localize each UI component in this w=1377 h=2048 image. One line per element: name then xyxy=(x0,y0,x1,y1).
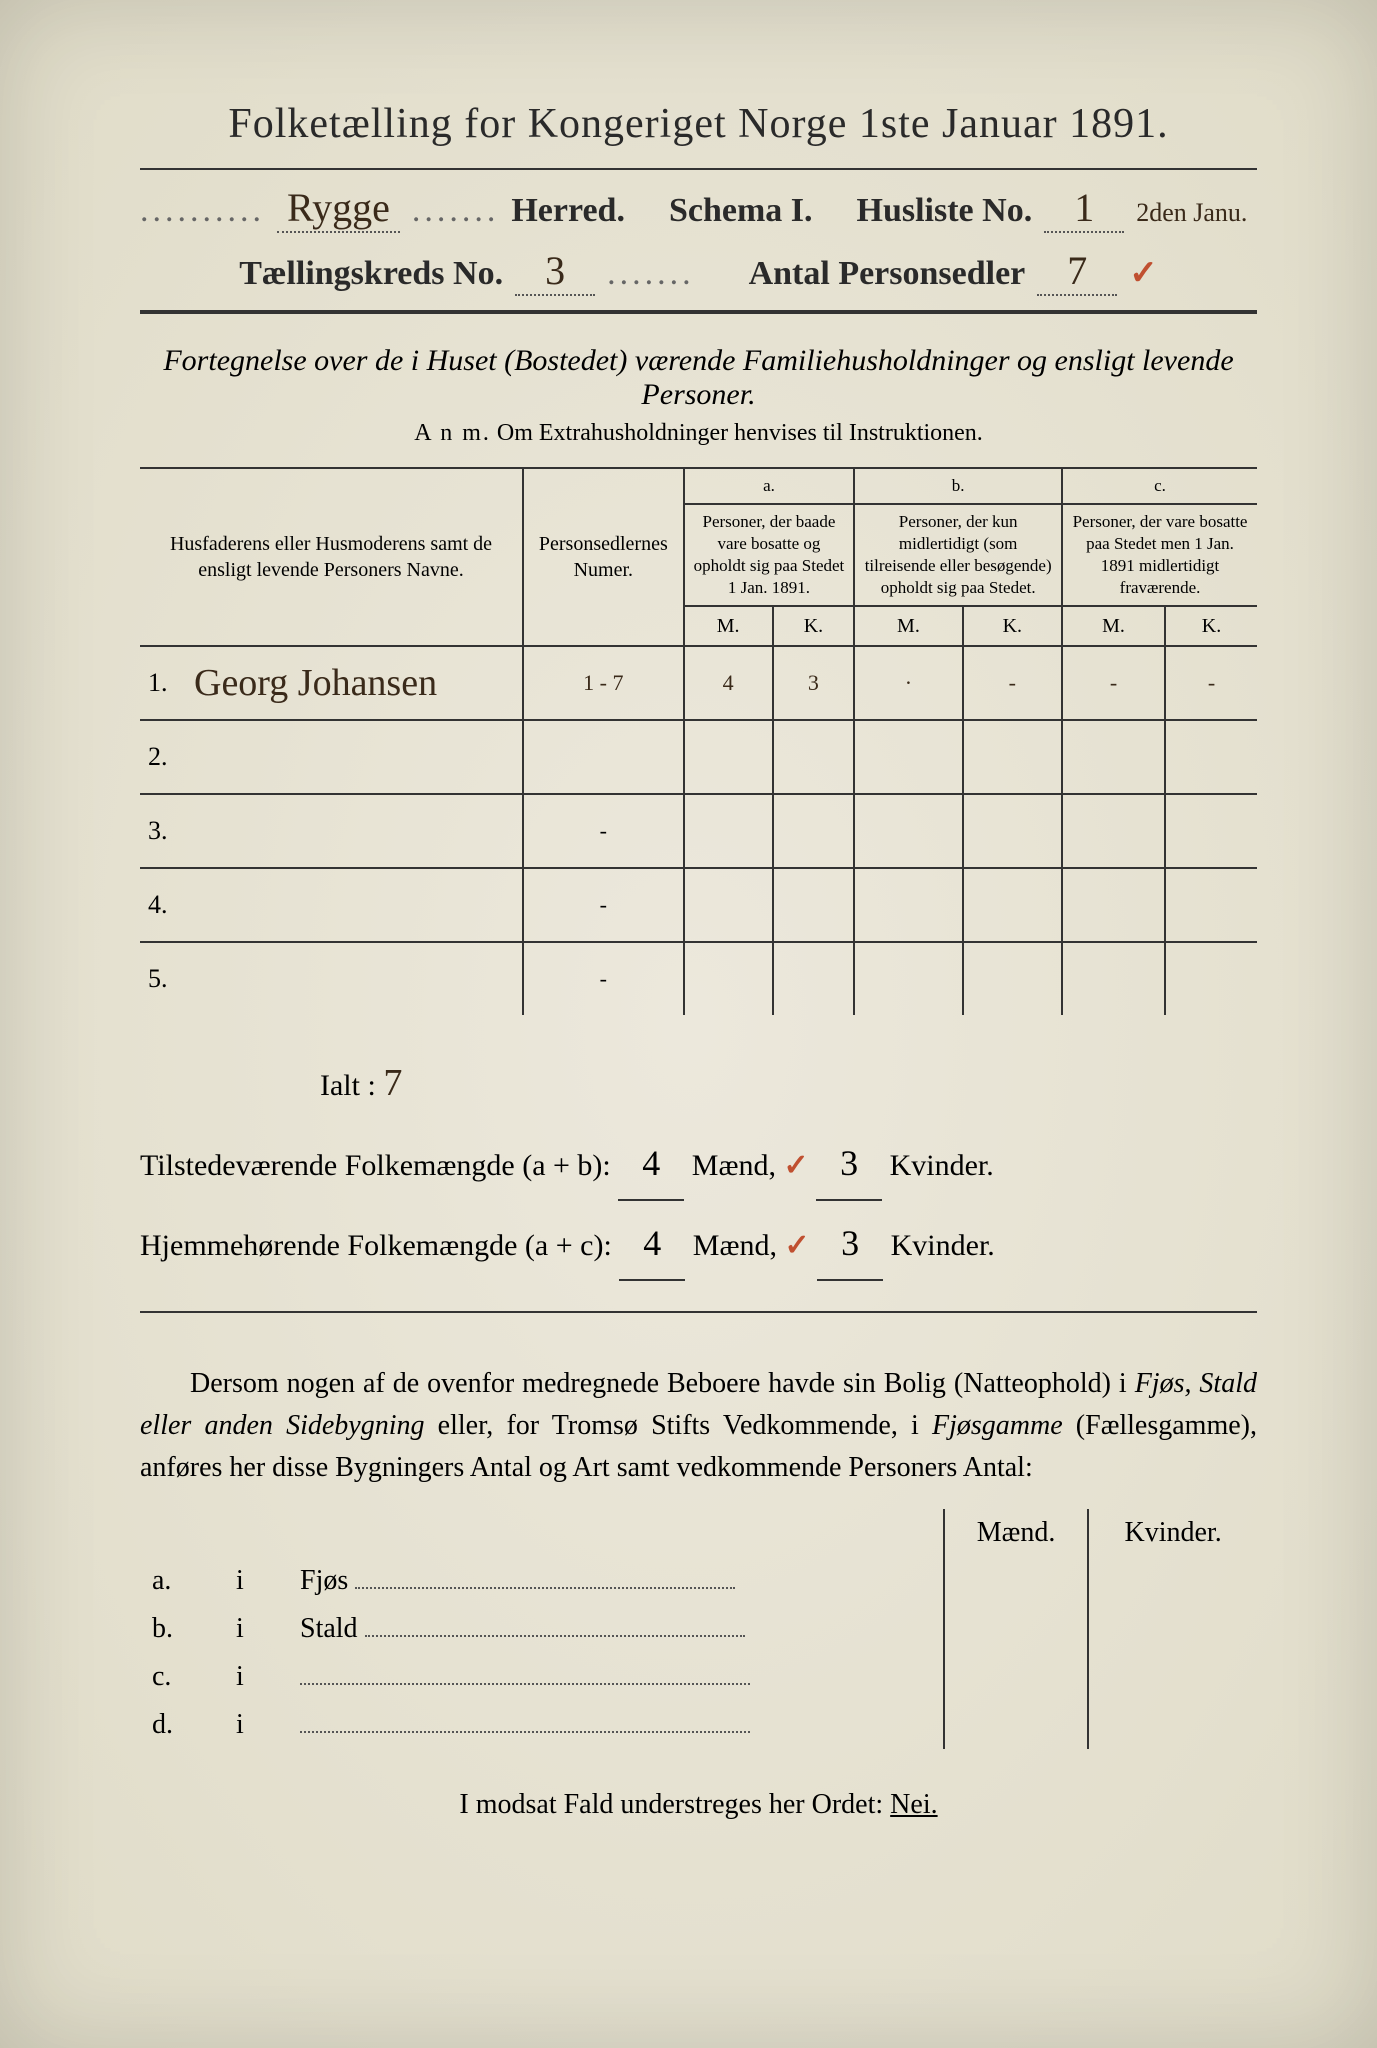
title-rule xyxy=(140,168,1257,170)
husliste-value: 1 xyxy=(1044,184,1124,233)
instruction-paragraph: Dersom nogen af de ovenfor medregnede Be… xyxy=(140,1363,1257,1489)
col-a-label: a. xyxy=(684,468,855,504)
ck-cell: - xyxy=(1165,646,1257,720)
col-a: Personer, der baade vare bosatte og opho… xyxy=(684,504,855,606)
tilstede-row: Tilstedeværende Folkemængde (a + b): 4 M… xyxy=(140,1127,1257,1201)
table-row: 1. Georg Johansen 1 - 7 4 3 · - - - xyxy=(140,646,1257,720)
col-numer: Personsedlernes Numer. xyxy=(523,468,684,646)
col-c-k: K. xyxy=(1165,606,1257,646)
col-c-m: M. xyxy=(1062,606,1165,646)
summary-block: Ialt : 7 Tilstedeværende Folkemængde (a … xyxy=(140,1045,1257,1281)
kreds-value: 3 xyxy=(515,247,595,296)
husliste-note: 2den Janu. xyxy=(1136,198,1247,228)
numer-cell: 1 - 7 xyxy=(523,646,684,720)
main-table: Husfaderens eller Husmoderens samt de en… xyxy=(140,467,1257,1015)
bottom-kvinder: Kvinder. xyxy=(1088,1509,1257,1557)
census-form-page: Folketælling for Kongeriget Norge 1ste J… xyxy=(0,0,1377,2048)
name-cell: Georg Johansen xyxy=(194,662,437,704)
tilstede-k: 3 xyxy=(816,1127,882,1201)
bottom-row: a. i Fjøs xyxy=(140,1557,1257,1605)
table-row: 5. - xyxy=(140,942,1257,1015)
subtitle-italic: Fortegnelse over de i Huset (Bostedet) v… xyxy=(140,344,1257,412)
col-c-label: c. xyxy=(1062,468,1257,504)
hjemme-k: 3 xyxy=(817,1207,883,1281)
bk-cell: - xyxy=(963,646,1062,720)
mid-rule xyxy=(140,1311,1257,1313)
bottom-row: d. i xyxy=(140,1701,1257,1749)
header-line-1: .......... Rygge ....... Herred. Schema … xyxy=(140,184,1257,233)
col-a-m: M. xyxy=(684,606,773,646)
bottom-row: b. i Stald xyxy=(140,1605,1257,1653)
schema-label: Schema I. xyxy=(669,192,813,230)
kreds-label: Tællingskreds No. xyxy=(239,255,503,293)
husliste-label: Husliste No. xyxy=(857,192,1033,230)
col-b-label: b. xyxy=(854,468,1062,504)
col-c: Personer, der vare bosatte paa Stedet me… xyxy=(1062,504,1257,606)
table-row: 4. - xyxy=(140,868,1257,942)
header-rule xyxy=(140,310,1257,314)
table-row: 3. - xyxy=(140,794,1257,868)
footer-line: I modsat Fald understreges her Ordet: Ne… xyxy=(140,1789,1257,1821)
header-line-2: Tællingskreds No. 3 ....... Antal Person… xyxy=(140,247,1257,296)
ialt-value: 7 xyxy=(383,1062,402,1104)
col-b-m: M. xyxy=(854,606,962,646)
col-names: Husfaderens eller Husmoderens samt de en… xyxy=(140,468,523,646)
check-mark: ✓ xyxy=(1129,253,1158,293)
bottom-row: c. i xyxy=(140,1653,1257,1701)
col-a-k: K. xyxy=(773,606,855,646)
table-body: 1. Georg Johansen 1 - 7 4 3 · - - - 2. 3… xyxy=(140,646,1257,1015)
bottom-maend: Mænd. xyxy=(944,1509,1088,1557)
herred-value: Rygge xyxy=(277,184,400,233)
ialt-row: Ialt : 7 xyxy=(320,1045,1257,1121)
herred-label: Herred. xyxy=(511,192,625,230)
bottom-table: Mænd. Kvinder. a. i Fjøs b. i Stald c. i… xyxy=(140,1509,1257,1749)
tilstede-m: 4 xyxy=(618,1127,684,1201)
cm-cell: - xyxy=(1062,646,1165,720)
bm-cell: · xyxy=(854,646,962,720)
col-b: Personer, der kun midlertidigt (som tilr… xyxy=(854,504,1062,606)
table-row: 2. xyxy=(140,720,1257,794)
hjemme-m: 4 xyxy=(619,1207,685,1281)
am-cell: 4 xyxy=(684,646,773,720)
antal-label: Antal Personsedler xyxy=(749,255,1026,293)
col-b-k: K. xyxy=(963,606,1062,646)
hjemme-row: Hjemmehørende Folkemængde (a + c): 4 Mæn… xyxy=(140,1207,1257,1281)
subtitle-note: A n m. Anm. Om Extrahusholdninger henvis… xyxy=(140,420,1257,447)
page-title: Folketælling for Kongeriget Norge 1ste J… xyxy=(140,100,1257,148)
antal-value: 7 xyxy=(1037,247,1117,296)
ak-cell: 3 xyxy=(773,646,855,720)
